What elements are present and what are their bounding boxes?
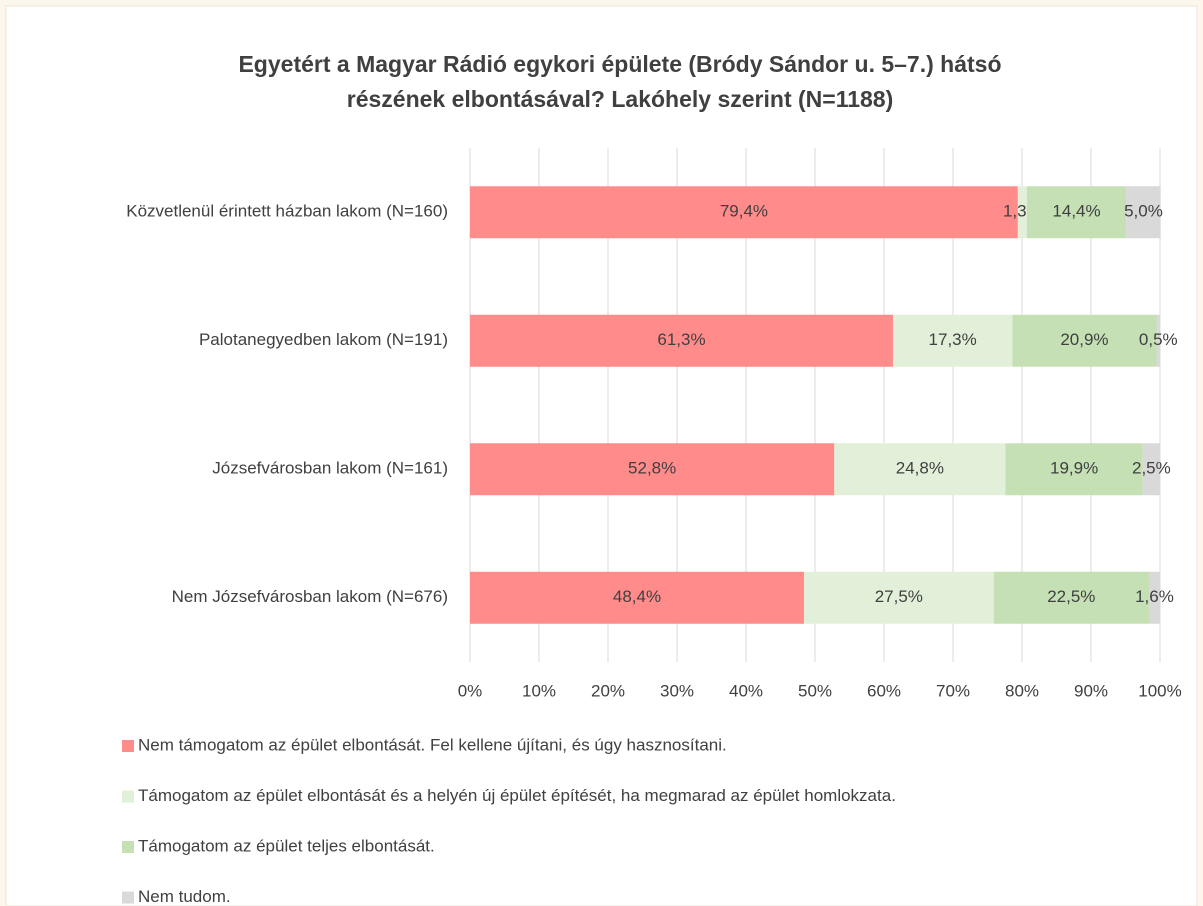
y-tick-label: Közvetlenül érintett házban lakom (N=160… bbox=[126, 202, 448, 221]
x-tick-label: 40% bbox=[729, 681, 763, 700]
legend-swatch bbox=[122, 891, 134, 904]
legend-label: Nem tudom. bbox=[138, 887, 231, 906]
bar-segment bbox=[834, 443, 1006, 496]
y-tick-label: Nem Józsefvárosban lakom (N=676) bbox=[172, 587, 448, 606]
legend-swatch bbox=[122, 790, 134, 803]
bar-segment bbox=[1142, 443, 1160, 496]
x-tick-label: 60% bbox=[867, 681, 901, 700]
data-label: 27,5% bbox=[875, 587, 923, 606]
bar-segment bbox=[470, 186, 1018, 239]
x-tick-label: 70% bbox=[936, 681, 970, 700]
bar-segment bbox=[1017, 186, 1027, 239]
bar-segment bbox=[803, 571, 994, 624]
data-label: 19,9% bbox=[1050, 459, 1098, 478]
y-tick-label: Palotanegyedben lakom (N=191) bbox=[199, 330, 448, 349]
legend-swatch bbox=[122, 841, 134, 853]
bar-segment bbox=[993, 571, 1149, 624]
chart-title: Egyetért a Magyar Rádió egykori épülete … bbox=[238, 51, 1001, 77]
legend-label: Nem támogatom az épület elbontását. Fel … bbox=[138, 735, 727, 754]
legend-label: Támogatom az épület teljes elbontását. bbox=[138, 836, 435, 855]
data-label: 2,5% bbox=[1132, 459, 1171, 478]
bar-segment bbox=[1126, 186, 1161, 239]
data-label: 5,0% bbox=[1124, 202, 1163, 221]
data-label: 61,3% bbox=[657, 330, 705, 349]
chart-title: részének elbontásával? Lakóhely szerint … bbox=[347, 86, 894, 112]
bar-segment bbox=[470, 314, 893, 367]
x-tick-label: 30% bbox=[660, 681, 694, 700]
bar-segment bbox=[1005, 443, 1143, 496]
data-label: 20,9% bbox=[1060, 330, 1108, 349]
data-label: 14,4% bbox=[1052, 202, 1100, 221]
x-tick-label: 20% bbox=[591, 681, 625, 700]
bar-segment bbox=[1026, 186, 1127, 239]
legend-label: Támogatom az épület elbontását és a hely… bbox=[138, 786, 896, 805]
data-label: 48,4% bbox=[613, 587, 661, 606]
bar-segment bbox=[470, 571, 804, 624]
data-label: 24,8% bbox=[896, 459, 944, 478]
data-label: 79,4% bbox=[720, 202, 768, 221]
x-tick-label: 10% bbox=[522, 681, 556, 700]
x-tick-label: 0% bbox=[458, 681, 483, 700]
data-label: 17,3% bbox=[929, 330, 977, 349]
bar-segment bbox=[470, 443, 835, 496]
data-label: 0,5% bbox=[1139, 330, 1178, 349]
x-tick-label: 50% bbox=[798, 681, 832, 700]
legend-swatch bbox=[122, 740, 134, 752]
data-label: 22,5% bbox=[1047, 587, 1095, 606]
bar-segment bbox=[1156, 314, 1160, 367]
y-tick-label: Józsefvárosban lakom (N=161) bbox=[212, 459, 448, 478]
bar-segment bbox=[1012, 314, 1157, 367]
data-label: 52,8% bbox=[628, 459, 676, 478]
x-tick-label: 90% bbox=[1074, 681, 1108, 700]
data-label: 1,6% bbox=[1135, 587, 1174, 606]
x-tick-label: 80% bbox=[1005, 681, 1039, 700]
bar-segment bbox=[892, 314, 1013, 367]
bar-segment bbox=[1148, 571, 1160, 624]
x-tick-label: 100% bbox=[1138, 681, 1181, 700]
